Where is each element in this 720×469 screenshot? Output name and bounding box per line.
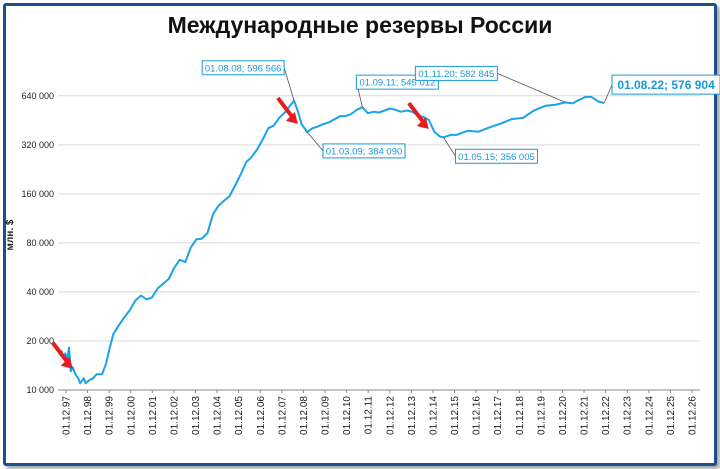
y-tick-label: 20 000 [26,336,54,346]
annotation-label: 01.05.15; 356 005 [458,152,535,163]
x-tick-label: 01.12.00 [126,396,137,435]
x-tick-label: 01.12.98 [83,396,94,435]
x-tick-label: 01.12.21 [580,396,591,435]
x-tick-label: 01.12.99 [105,396,116,435]
annotation-box [414,65,498,81]
x-tick-label: 01.12.18 [515,396,526,435]
red-arrow-shaft [276,96,296,121]
x-tick-label: 01.12.23 [623,396,634,435]
x-tick-label: 01.12.07 [277,396,288,435]
x-tick-label: 01.12.15 [450,396,461,435]
y-tick-label: 320 000 [21,140,54,150]
x-tick-label: 01.12.11 [364,396,375,435]
annotation-leader [306,131,324,152]
annotation-label: 01.03.09; 384 090 [326,146,403,157]
x-tick-label: 01.12.19 [536,396,547,435]
red-arrow-shaft [51,341,71,365]
x-tick-label: 01.12.09 [321,396,332,435]
annotation-leader [603,84,613,104]
red-arrow-head [285,111,298,124]
red-arrow-head [416,117,429,130]
x-tick-label: 01.12.02 [169,396,180,435]
y-axis-label: млн. $ [5,219,16,250]
x-tick-label: 01.12.03 [191,396,202,435]
annotation-label: 01.09.11; 545 012 [359,78,435,89]
y-tick-label: 10 000 [26,385,54,395]
x-tick-label: 01.12.17 [493,396,504,435]
y-tick-label: 640 000 [21,91,54,101]
annotation-box [611,74,720,95]
annotation: 01.08.22; 576 904 [603,74,720,104]
annotation: 01.05.15; 356 005 [443,137,538,164]
annotation: 01.08.08; 596 566 [201,60,295,101]
red-arrow [51,341,73,369]
x-tick-label: 01.12.01 [148,396,159,435]
series-line [57,95,605,385]
x-tick-label: 01.12.06 [256,396,267,435]
red-arrow-shaft [407,101,427,126]
x-tick-label: 01.12.26 [688,396,699,435]
x-tick-label: 01.12.04 [213,396,224,435]
x-tick-label: 01.12.22 [601,396,612,435]
x-tick-label: 01.12.14 [428,396,439,435]
chart-title: Международные резервы России [167,12,553,38]
annotation: 01.11.20; 582 845 [414,65,566,103]
x-tick-label: 01.12.10 [342,396,353,435]
annotation-leader [443,137,456,157]
annotation-label: 01.08.22; 576 904 [617,78,715,92]
annotation: 01.03.09; 384 090 [306,131,406,159]
annotation-box [201,60,285,76]
x-tick-label: 01.12.13 [407,396,418,435]
y-tick-label: 160 000 [21,189,54,199]
x-tick-label: 01.12.16 [472,396,483,435]
red-arrow-head [60,356,73,369]
x-tick-label: 01.12.25 [666,396,677,435]
red-arrow [276,96,298,124]
annotation-label: 01.11.20; 582 845 [418,69,494,80]
annotation-leader [497,73,566,103]
x-tick-label: 01.12.05 [234,396,245,435]
x-tick-label: 01.12.24 [644,396,655,435]
annotation-box [322,143,406,159]
annotation-box [454,148,538,164]
red-arrow [407,101,429,130]
x-tick-label: 01.12.20 [558,396,569,435]
annotation-label: 01.08.08; 596 566 [205,63,282,74]
x-tick-label: 01.12.08 [299,396,310,435]
y-tick-label: 40 000 [26,287,54,297]
x-tick-label: 01.12.12 [385,396,396,435]
x-tick-label: 01.12.97 [62,396,73,435]
annotation-leader [283,67,295,101]
y-tick-label: 80 000 [26,238,54,248]
